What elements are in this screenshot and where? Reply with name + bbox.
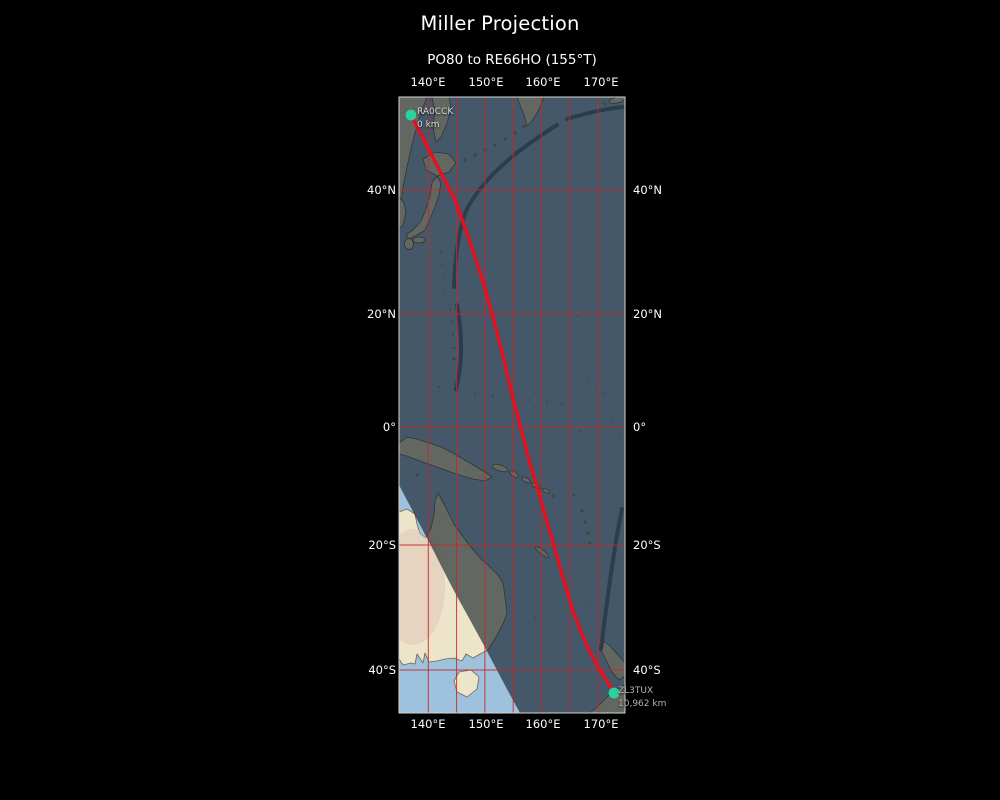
end-marker-label: ZL3TUX 10,962 km (618, 685, 666, 710)
page-title: Miller Projection (420, 12, 580, 35)
lon-tick-bottom-170e: 170°E (583, 717, 619, 731)
night-shade-overlay (399, 97, 625, 713)
route-line (409, 113, 616, 695)
end-distance: 10,962 km (618, 698, 667, 709)
lon-tick-bottom-160e: 160°E (525, 717, 561, 731)
lat-tick-right-20n: 20°N (633, 307, 662, 321)
route-end-marker (608, 687, 620, 699)
lon-tick-bottom-140e: 140°E (410, 717, 446, 731)
graticule-grid (399, 97, 625, 713)
start-distance: 0 km (417, 119, 440, 130)
lat-tick-right-40s: 40°S (633, 663, 661, 677)
lon-tick-top-140e: 140°E (410, 75, 446, 89)
lat-tick-right-20s: 20°S (633, 538, 661, 552)
start-marker-label: RA0CCK 0 km (417, 106, 453, 131)
lon-tick-top-150e: 150°E (468, 75, 504, 89)
lat-tick-left-40n: 40°N (367, 183, 396, 197)
start-callsign: RA0CCK (417, 107, 454, 117)
land-tasmania (453, 669, 480, 698)
lat-tick-right-40n: 40°N (633, 183, 662, 197)
lat-tick-right-0: 0° (633, 420, 647, 434)
lat-tick-left-20n: 20°N (367, 307, 396, 321)
lat-tick-left-40s: 40°S (368, 663, 396, 677)
lat-tick-left-20s: 20°S (368, 538, 396, 552)
lon-tick-top-160e: 160°E (525, 75, 561, 89)
lon-tick-bottom-150e: 150°E (468, 717, 504, 731)
map-frame (398, 96, 626, 714)
map-canvas (398, 96, 626, 714)
end-callsign: ZL3TUX (618, 686, 654, 696)
route-subtitle: PO80 to RE66HO (155°T) (427, 52, 597, 68)
route-start-marker (405, 109, 417, 121)
australia-desert-shading (399, 529, 445, 645)
lon-tick-top-170e: 170°E (583, 75, 619, 89)
lat-tick-left-0: 0° (382, 420, 396, 434)
